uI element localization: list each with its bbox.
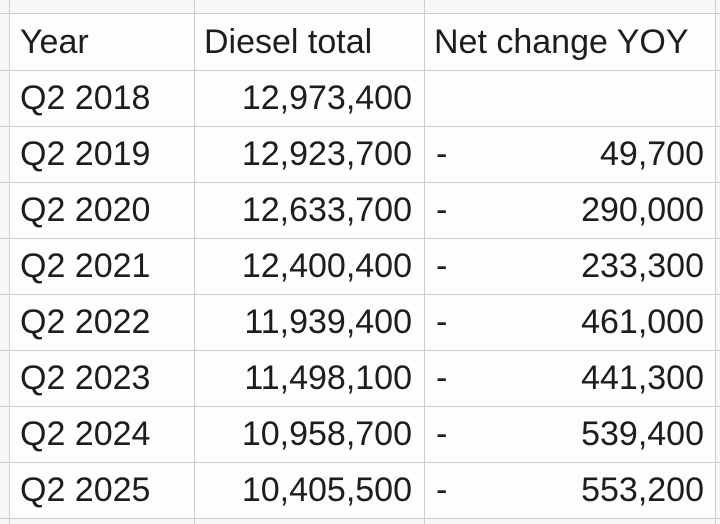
cell-diesel-total-r1[interactable]: 12,923,700 <box>195 127 424 182</box>
cell-year-r0[interactable]: Q2 2018 <box>10 71 194 126</box>
negative-sign: - <box>436 303 448 341</box>
right-margin-cell <box>716 183 720 238</box>
left-margin-cell <box>0 295 9 350</box>
bottom-margin-cell <box>425 519 715 524</box>
cell-year-r2[interactable]: Q2 2020 <box>10 183 194 238</box>
left-margin-cell <box>0 14 9 70</box>
top-margin-cell <box>425 0 715 13</box>
header-cell-net-change-yoy[interactable]: Net change YOY <box>425 14 715 70</box>
cell-year-r1[interactable]: Q2 2019 <box>10 127 194 182</box>
cell-net-change-r0[interactable] <box>425 71 715 126</box>
top-margin-cell <box>195 0 424 13</box>
net-change-value: 441,300 <box>581 359 704 397</box>
cell-net-change-r6[interactable]: - 539,400 <box>425 407 715 462</box>
top-right-margin-cell <box>716 0 720 13</box>
cell-net-change-r1[interactable]: - 49,700 <box>425 127 715 182</box>
cell-diesel-total-r7[interactable]: 10,405,500 <box>195 463 424 518</box>
top-margin-cell <box>10 0 194 13</box>
negative-sign: - <box>436 135 448 173</box>
net-change-value: 233,300 <box>581 247 704 285</box>
bottom-right-margin-cell <box>716 519 720 524</box>
negative-sign: - <box>436 471 448 509</box>
left-margin-cell <box>0 351 9 406</box>
bottom-margin-cell <box>10 519 194 524</box>
bottom-margin-cell <box>195 519 424 524</box>
cell-year-r4[interactable]: Q2 2022 <box>10 295 194 350</box>
cell-diesel-total-r0[interactable]: 12,973,400 <box>195 71 424 126</box>
negative-sign: - <box>436 247 448 285</box>
net-change-value: 553,200 <box>581 471 704 509</box>
negative-sign: - <box>436 191 448 229</box>
left-margin-cell <box>0 127 9 182</box>
net-change-value: 290,000 <box>581 191 704 229</box>
left-margin-cell <box>0 71 9 126</box>
negative-sign: - <box>436 359 448 397</box>
right-margin-cell <box>716 71 720 126</box>
cell-year-r7[interactable]: Q2 2025 <box>10 463 194 518</box>
right-margin-cell <box>716 14 720 70</box>
cell-diesel-total-r5[interactable]: 11,498,100 <box>195 351 424 406</box>
cell-net-change-r5[interactable]: - 441,300 <box>425 351 715 406</box>
cell-net-change-r2[interactable]: - 290,000 <box>425 183 715 238</box>
left-margin-cell <box>0 239 9 294</box>
cell-net-change-r4[interactable]: - 461,000 <box>425 295 715 350</box>
right-margin-cell <box>716 463 720 518</box>
right-margin-cell <box>716 351 720 406</box>
cell-diesel-total-r6[interactable]: 10,958,700 <box>195 407 424 462</box>
cell-diesel-total-r4[interactable]: 11,939,400 <box>195 295 424 350</box>
negative-sign: - <box>436 415 448 453</box>
net-change-value: 539,400 <box>581 415 704 453</box>
cell-net-change-r3[interactable]: - 233,300 <box>425 239 715 294</box>
bottom-left-margin-cell <box>0 519 9 524</box>
cell-year-r3[interactable]: Q2 2021 <box>10 239 194 294</box>
cell-year-r6[interactable]: Q2 2024 <box>10 407 194 462</box>
right-margin-cell <box>716 127 720 182</box>
cell-net-change-r7[interactable]: - 553,200 <box>425 463 715 518</box>
right-margin-cell <box>716 407 720 462</box>
header-cell-year[interactable]: Year <box>10 14 194 70</box>
right-margin-cell <box>716 239 720 294</box>
header-cell-diesel-total[interactable]: Diesel total <box>195 14 424 70</box>
left-margin-cell <box>0 183 9 238</box>
left-margin-cell <box>0 463 9 518</box>
top-left-margin-cell <box>0 0 9 13</box>
net-change-value: 49,700 <box>600 135 704 173</box>
left-margin-cell <box>0 407 9 462</box>
net-change-value: 461,000 <box>581 303 704 341</box>
right-margin-cell <box>716 295 720 350</box>
cell-diesel-total-r2[interactable]: 12,633,700 <box>195 183 424 238</box>
cell-year-r5[interactable]: Q2 2023 <box>10 351 194 406</box>
cell-diesel-total-r3[interactable]: 12,400,400 <box>195 239 424 294</box>
